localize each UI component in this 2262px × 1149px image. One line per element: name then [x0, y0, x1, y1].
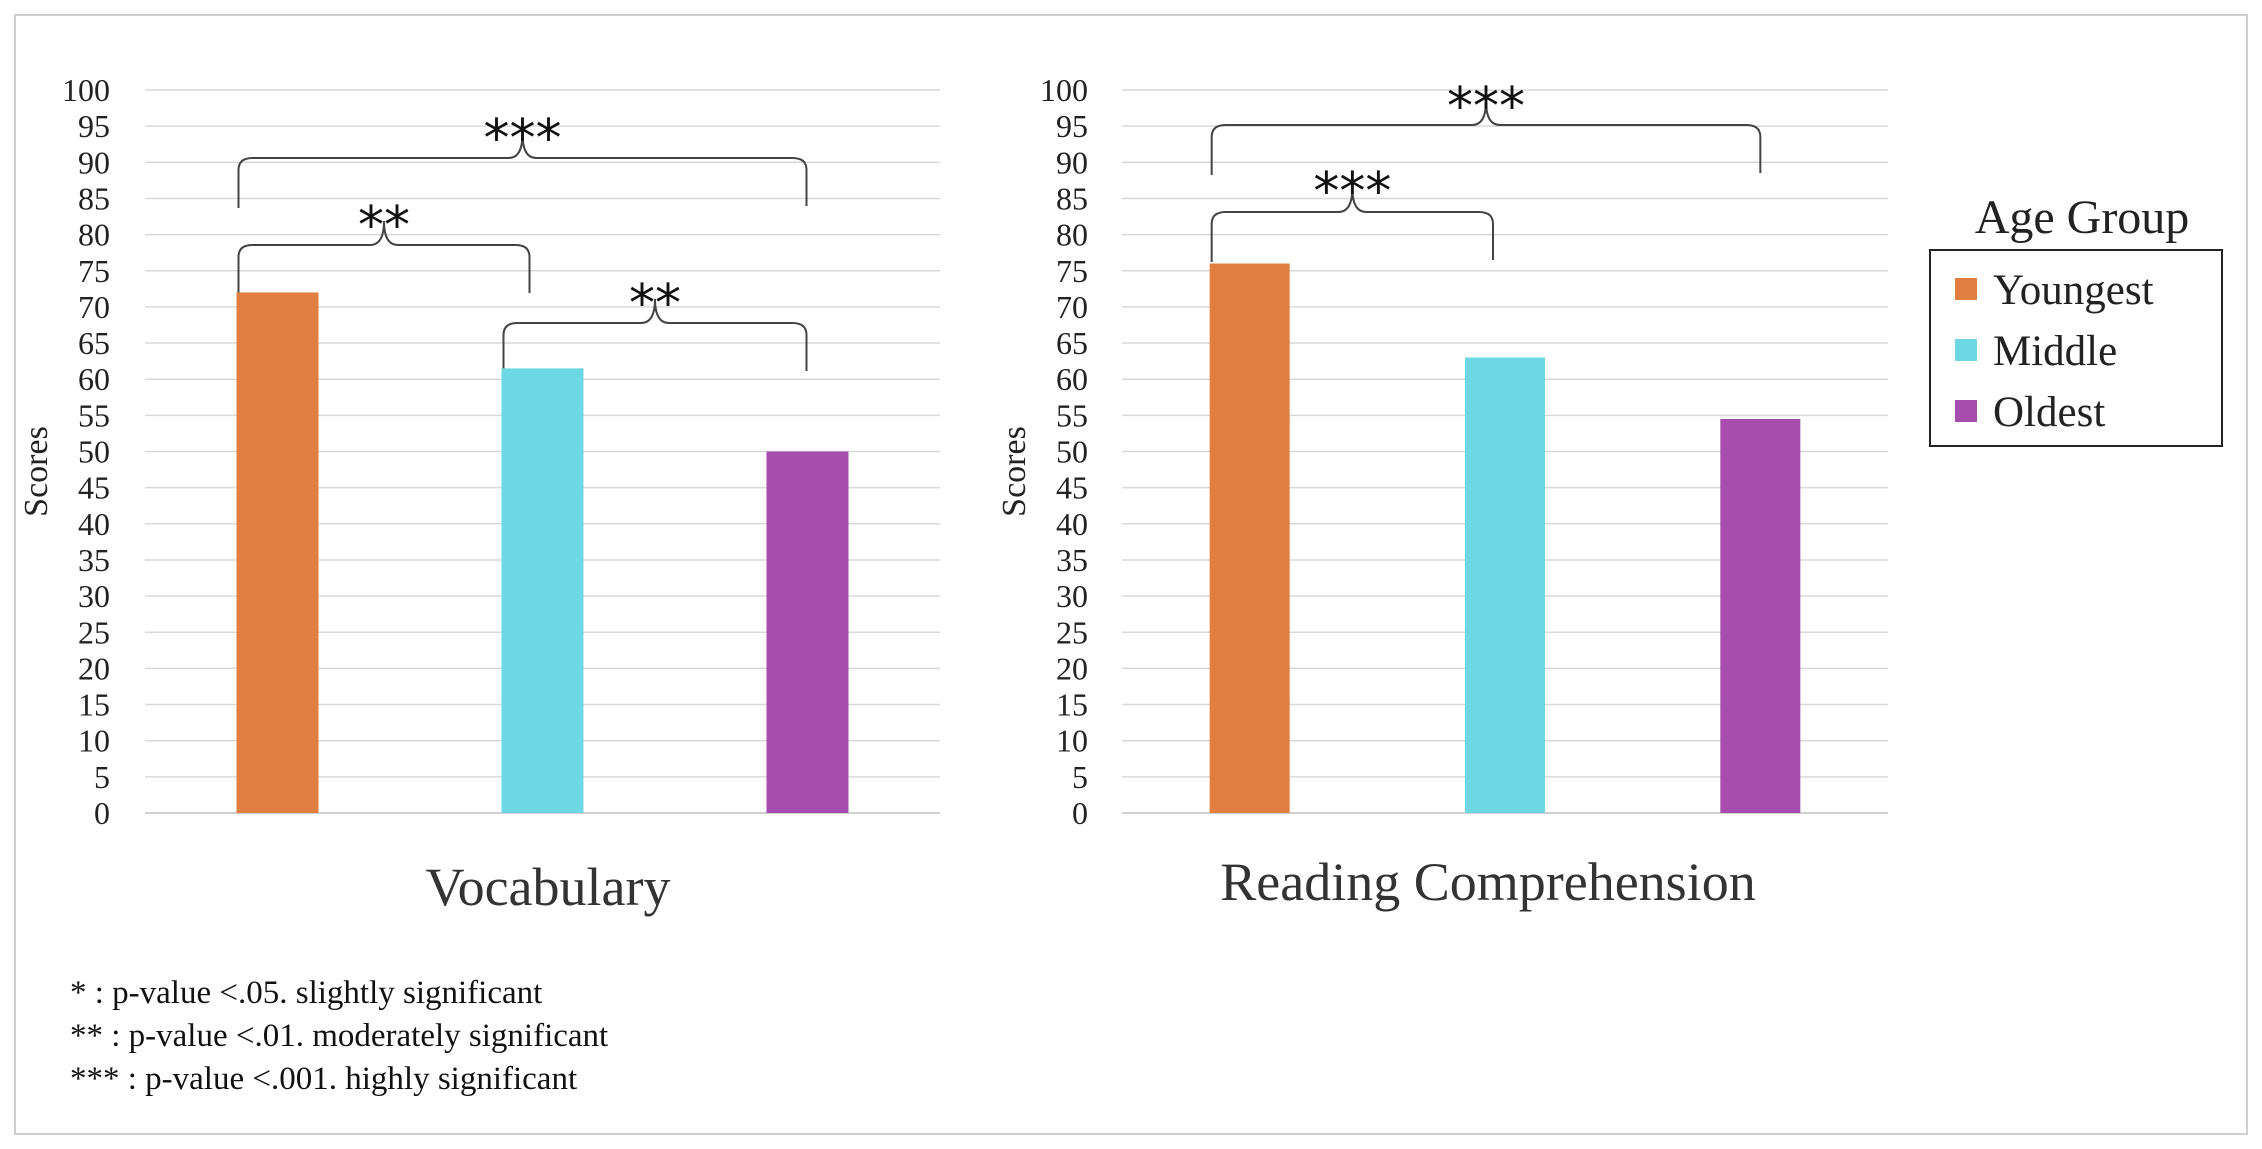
y-tick-label-40: 40	[1056, 506, 1088, 542]
y-tick-label-5: 5	[94, 759, 110, 795]
y-tick-label-75: 75	[78, 253, 110, 289]
significance-brace-youngest-middle	[1210, 187, 1494, 262]
y-tick-label-25: 25	[1056, 614, 1088, 650]
y-tick-label-100: 100	[62, 72, 110, 108]
significance-label-middle-oldest: **	[629, 274, 681, 334]
significance-brace-youngest-middle	[237, 220, 531, 293]
y-tick-label-45: 45	[78, 470, 110, 506]
y-tick-label-30: 30	[1056, 578, 1088, 614]
vocabulary-chart: 0510152025303540455055606570758085909510…	[18, 72, 940, 917]
bar-oldest	[766, 451, 849, 813]
note-three-stars: *** : p-value <.001. highly significant	[70, 1061, 577, 1097]
reading-comprehension-chart: 0510152025303540455055606570758085909510…	[996, 72, 1888, 912]
significance-label-youngest-oldest: ***	[484, 109, 562, 169]
bar-youngest	[1209, 263, 1290, 813]
y-tick-label-15: 15	[78, 687, 110, 723]
y-tick-label-65: 65	[1056, 325, 1088, 361]
y-tick-label-50: 50	[78, 434, 110, 470]
y-axis-label: Scores	[18, 426, 55, 517]
y-tick-label-10: 10	[78, 723, 110, 759]
y-tick-label-20: 20	[78, 650, 110, 686]
legend-box	[1929, 249, 2223, 447]
y-tick-label-90: 90	[1056, 144, 1088, 180]
legend-swatch-youngest	[1955, 278, 1977, 300]
y-tick-label-65: 65	[78, 325, 110, 361]
y-tick-label-20: 20	[1056, 650, 1088, 686]
significance-brace-middle-oldest	[502, 298, 808, 371]
legend-label-middle: Middle	[1993, 328, 2117, 375]
y-axis-label: Scores	[996, 426, 1033, 517]
y-tick-label-35: 35	[1056, 542, 1088, 578]
y-tick-label-55: 55	[1056, 397, 1088, 433]
y-tick-label-60: 60	[78, 361, 110, 397]
y-tick-label-25: 25	[78, 614, 110, 650]
y-tick-label-55: 55	[78, 397, 110, 433]
y-tick-label-35: 35	[78, 542, 110, 578]
legend-label-oldest: Oldest	[1993, 389, 2105, 436]
y-tick-label-45: 45	[1056, 470, 1088, 506]
y-tick-label-70: 70	[1056, 289, 1088, 325]
figure-frame	[14, 14, 2248, 1135]
chart-title: Reading Comprehension	[1220, 852, 1755, 912]
legend-title: Age Group	[1975, 191, 2190, 244]
significance-label-youngest-oldest: ***	[1447, 77, 1525, 137]
y-tick-label-40: 40	[78, 506, 110, 542]
bar-middle	[1465, 357, 1545, 813]
bar-oldest	[1720, 418, 1801, 813]
y-tick-label-30: 30	[78, 578, 110, 614]
y-tick-label-95: 95	[1056, 108, 1088, 144]
significance-label-youngest-middle: **	[358, 196, 410, 256]
note-two-stars: ** : p-value <.01. moderately significan…	[70, 1018, 608, 1054]
bar-youngest	[236, 292, 319, 813]
significance-brace-youngest-oldest	[237, 133, 808, 208]
legend-swatch-oldest	[1955, 400, 1977, 422]
y-tick-label-85: 85	[78, 180, 110, 216]
y-tick-label-60: 60	[1056, 361, 1088, 397]
y-tick-label-5: 5	[1072, 759, 1088, 795]
chart-title: Vocabulary	[426, 857, 671, 917]
y-tick-label-75: 75	[1056, 253, 1088, 289]
y-tick-label-80: 80	[78, 217, 110, 253]
y-tick-label-95: 95	[78, 108, 110, 144]
significance-label-youngest-middle: ***	[1313, 162, 1391, 222]
legend-swatch-middle	[1955, 339, 1977, 361]
y-tick-label-15: 15	[1056, 687, 1088, 723]
note-one-star: * : p-value <.05. slightly significant	[70, 975, 542, 1011]
y-tick-label-0: 0	[94, 795, 110, 831]
y-tick-label-0: 0	[1072, 795, 1088, 831]
legend: Age Group Youngest Middle Oldest	[1929, 191, 2223, 447]
y-tick-label-80: 80	[1056, 217, 1088, 253]
y-tick-label-90: 90	[78, 144, 110, 180]
significance-brace-youngest-oldest	[1210, 100, 1762, 175]
y-tick-label-100: 100	[1040, 72, 1088, 108]
y-tick-label-10: 10	[1056, 723, 1088, 759]
legend-label-youngest: Youngest	[1993, 267, 2154, 314]
significance-notes: * : p-value <.05. slightly significant *…	[70, 975, 608, 1097]
y-tick-label-50: 50	[1056, 434, 1088, 470]
y-tick-label-85: 85	[1056, 180, 1088, 216]
bar-middle	[501, 368, 584, 813]
y-tick-label-70: 70	[78, 289, 110, 325]
